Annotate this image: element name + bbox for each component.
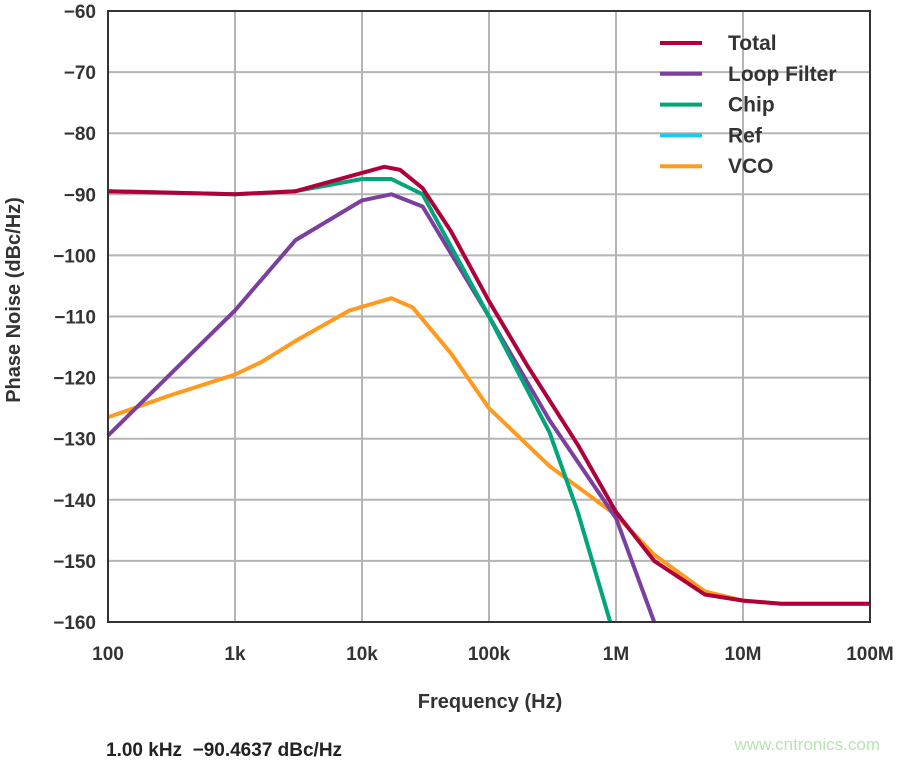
- legend-label: Loop Filter: [728, 63, 837, 86]
- y-tick-label: −70: [64, 63, 96, 84]
- x-axis-label: Frequency (Hz): [418, 691, 562, 713]
- legend-label: Ref: [728, 124, 763, 147]
- y-tick-labels: −60 −70 −80 −90 −100 −110 −120 −130 −140 −150 −160: [53, 2, 96, 634]
- cursor-readout: 1.00 kHz −90.4637 dBc/Hz: [106, 740, 342, 760]
- x-tick-label: 10M: [725, 644, 762, 665]
- legend-label: VCO: [728, 155, 774, 178]
- series-lines: [106, 164, 870, 623]
- legend-item: Loop Filter: [660, 63, 837, 86]
- x-tick-labels: 100 1k 10k 100k 1M 10M 100M: [92, 644, 894, 665]
- x-tick-label: 10k: [346, 644, 378, 665]
- series-line-total: [107, 164, 870, 606]
- y-tick-label: −100: [53, 246, 96, 267]
- legend-label: Chip: [728, 94, 775, 117]
- x-tick-label: 1M: [603, 644, 629, 665]
- watermark: www.cntronics.com: [734, 735, 880, 754]
- x-tick-label: 100: [92, 644, 124, 665]
- y-tick-label: −60: [64, 2, 96, 23]
- y-tick-label: −90: [64, 185, 96, 206]
- legend-item: Chip: [660, 94, 775, 117]
- series-line-vco: [107, 296, 870, 606]
- x-tick-label: 100M: [846, 644, 894, 665]
- legend-label: Total: [728, 32, 777, 55]
- y-tick-label: −110: [54, 308, 96, 329]
- legend-item: Ref: [660, 124, 763, 147]
- y-tick-label: −130: [53, 430, 96, 451]
- legend-item: Total: [660, 32, 777, 55]
- y-tick-label: −120: [53, 369, 96, 390]
- y-tick-label: −140: [53, 491, 96, 512]
- plot-border: [107, 10, 871, 623]
- series-line-chip: [107, 177, 613, 623]
- x-tick-label: 100k: [468, 644, 511, 665]
- y-tick-label: −150: [53, 552, 96, 573]
- legend-item: VCO: [660, 155, 774, 178]
- y-tick-label: −160: [53, 613, 96, 634]
- x-tick-label: 1k: [224, 644, 246, 665]
- legend: Total Loop Filter Chip Ref VCO: [660, 32, 837, 178]
- series-line-loop-filter: [106, 192, 657, 623]
- y-axis-label: Phase Noise (dBc/Hz): [3, 197, 25, 403]
- plot-frame: [107, 10, 871, 623]
- y-tick-label: −80: [64, 124, 96, 145]
